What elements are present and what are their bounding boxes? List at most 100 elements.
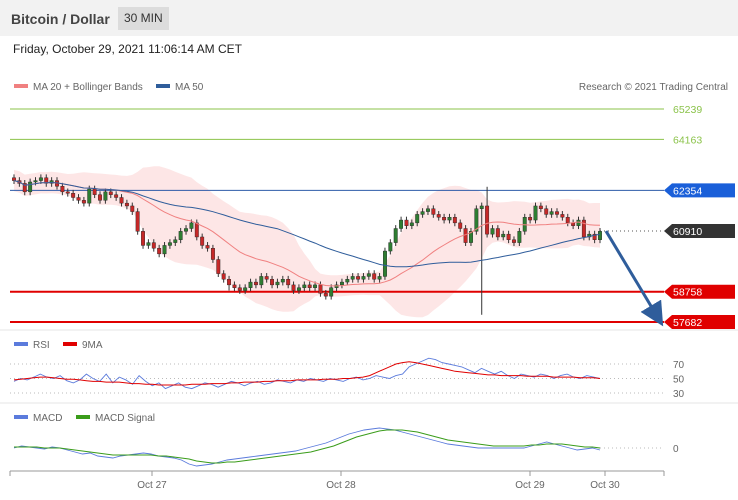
macd-signal-line xyxy=(14,429,601,464)
candle-body xyxy=(393,228,398,243)
level-label-resistance: 65239 xyxy=(673,104,702,116)
candle-body xyxy=(469,231,473,243)
macd-line xyxy=(13,427,601,467)
candle-body xyxy=(474,208,479,232)
rsi-ma-legend-label: 9MA xyxy=(82,340,103,351)
candle-body xyxy=(60,186,65,193)
candle-body xyxy=(555,211,559,215)
candle-body xyxy=(549,211,554,215)
candle-body xyxy=(426,208,430,212)
candle-body xyxy=(76,197,81,201)
macd-signal-legend-label: MACD Signal xyxy=(95,413,155,424)
candle-body xyxy=(495,228,500,238)
candle-body xyxy=(108,191,113,195)
rsi-tick-label: 30 xyxy=(673,389,685,400)
candle-body xyxy=(485,205,490,235)
candle-body xyxy=(313,284,318,288)
candle-body xyxy=(221,273,226,280)
candle-body xyxy=(151,242,156,249)
price-panel: 65239 64163 62354 60910 58758 57682 xyxy=(10,104,735,330)
candle-body xyxy=(65,191,70,194)
candle-body xyxy=(409,222,414,226)
candle-body xyxy=(345,279,350,283)
price-legend: MA 20 + Bollinger Bands MA 50 xyxy=(14,82,204,93)
rsi-legend-swatch xyxy=(14,342,28,346)
candle-body xyxy=(146,242,151,246)
candle-body xyxy=(28,181,33,193)
candle-body xyxy=(232,284,237,288)
candle-body xyxy=(92,188,97,195)
level-tag-pivot xyxy=(664,183,735,198)
candle-body xyxy=(383,250,387,277)
level-label-support: 57682 xyxy=(673,317,702,329)
candle-body xyxy=(135,211,140,232)
candle-body xyxy=(33,180,38,183)
time-tick-label: Oct 29 xyxy=(515,480,545,491)
rsi-legend-label: RSI xyxy=(33,340,50,351)
candle-body xyxy=(286,279,291,286)
rsi-line xyxy=(13,357,601,390)
candle-body xyxy=(538,205,543,209)
candle-body xyxy=(388,242,393,252)
candle-body xyxy=(184,228,188,232)
candle-body xyxy=(243,287,248,291)
candle-body xyxy=(22,183,27,193)
candle-body xyxy=(259,276,264,286)
candle-body xyxy=(356,276,361,280)
candle-body xyxy=(12,177,16,181)
candle-body xyxy=(399,219,404,229)
candle-body xyxy=(157,248,162,255)
candle-body xyxy=(38,177,43,181)
time-tick-label: Oct 30 xyxy=(590,480,620,491)
header-bar: Bitcoin / Dollar 30 MIN xyxy=(0,0,738,36)
ma20-legend-swatch xyxy=(14,84,28,88)
forecast-arrow xyxy=(604,230,664,327)
credit-text: Research © 2021 Trading Central xyxy=(579,82,728,93)
candle-body xyxy=(178,231,183,240)
level-tag-last xyxy=(664,224,735,239)
bollinger-bands xyxy=(14,166,600,318)
candle-body xyxy=(87,188,92,204)
candle-body xyxy=(560,214,565,218)
candle-body xyxy=(216,259,221,274)
candle-body xyxy=(280,279,285,283)
candle-body xyxy=(253,281,258,286)
candle-body xyxy=(302,284,307,288)
candle-body xyxy=(436,214,441,218)
ma20-legend-label: MA 20 + Bollinger Bands xyxy=(33,82,143,93)
candle-body xyxy=(571,222,576,226)
candle-body xyxy=(210,248,215,260)
candle-body xyxy=(44,177,49,184)
ma50-line xyxy=(13,180,601,268)
macd-legend-label: MACD xyxy=(33,413,62,424)
candle-body xyxy=(124,202,129,207)
level-label-support: 58758 xyxy=(673,287,702,299)
timeframe-badge[interactable]: 30 MIN xyxy=(118,7,169,30)
candle-body xyxy=(431,208,436,215)
candle-body xyxy=(119,197,124,204)
candle-body xyxy=(130,205,135,212)
candle-body xyxy=(420,211,425,215)
candle-body xyxy=(194,222,199,238)
candle-body xyxy=(307,284,312,288)
ma50-legend-label: MA 50 xyxy=(175,82,204,93)
time-tick-label: Oct 28 xyxy=(326,480,356,491)
candle-body xyxy=(592,233,597,240)
candle-body xyxy=(318,284,323,294)
candle-body xyxy=(71,193,76,198)
candle-body xyxy=(415,214,420,224)
rsi-tick-label: 70 xyxy=(673,360,685,371)
candle-body xyxy=(506,233,511,240)
rsi-tick-label: 50 xyxy=(673,375,685,386)
candle-body xyxy=(442,217,447,221)
level-tag-support xyxy=(664,284,735,299)
candle-body xyxy=(447,217,452,221)
candle-body xyxy=(490,228,495,235)
candle-body xyxy=(264,276,269,280)
ma50-legend-swatch xyxy=(156,84,170,88)
candle-body xyxy=(544,208,549,215)
candle-body xyxy=(366,273,371,277)
candle-body xyxy=(517,231,522,243)
candle-body xyxy=(598,231,602,240)
